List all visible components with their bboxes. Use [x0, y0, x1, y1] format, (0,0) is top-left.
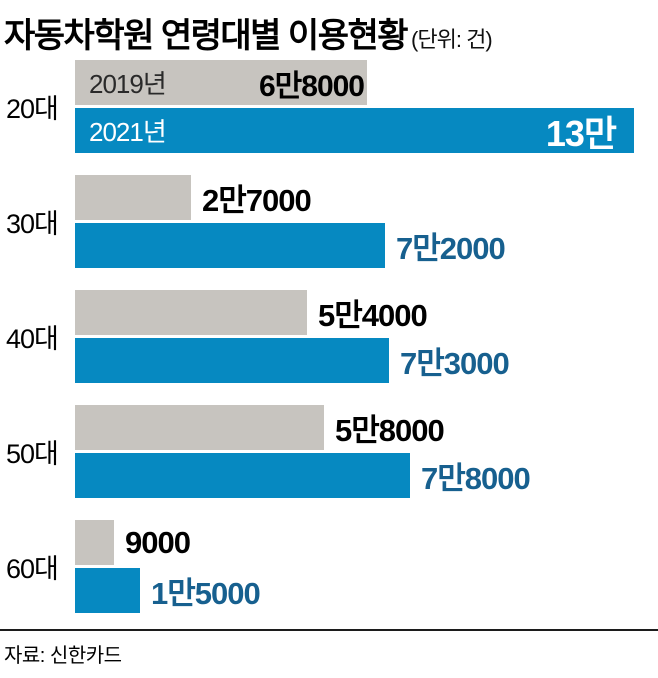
bar-2019: 2019년 6만8000 — [75, 60, 367, 105]
category-label: 60대 — [6, 554, 59, 584]
value-label: 2만7000 — [202, 183, 312, 218]
bars-column: 5만8000 7만8000 — [75, 405, 658, 498]
bars-column: 2019년 6만8000 2021년 13만 — [75, 60, 658, 154]
category-label: 50대 — [6, 439, 59, 469]
bar-2021 — [75, 338, 389, 383]
chart-header: 자동차학원 연령대별 이용현황 (단위: 건) — [0, 0, 658, 60]
chart-title: 자동차학원 연령대별 이용현황 — [4, 17, 409, 55]
bar-row: 2만7000 — [75, 175, 658, 220]
value-label: 13만 — [545, 112, 617, 154]
bar-group: 20대 2019년 6만8000 2021년 13만 — [0, 60, 658, 154]
series-label: 2021년 — [89, 117, 167, 147]
bar-row: 5만8000 — [75, 405, 658, 450]
bar-group: 60대 9000 1만5000 — [0, 520, 658, 613]
series-label: 2019년 — [89, 69, 167, 99]
bar-2019 — [75, 405, 324, 450]
bar-2019 — [75, 175, 191, 220]
bar-row: 9000 — [75, 520, 658, 565]
bar-2021 — [75, 223, 385, 268]
bar-row: 2019년 6만8000 — [75, 60, 658, 105]
value-label: 7만8000 — [421, 461, 531, 496]
value-label: 6만8000 — [258, 69, 365, 103]
bar-2021 — [75, 453, 410, 498]
bar-2021 — [75, 568, 140, 613]
bar-row: 7만2000 — [75, 223, 658, 268]
category-label: 40대 — [6, 324, 59, 354]
value-label: 5만8000 — [335, 413, 445, 448]
bar-group: 40대 5만4000 7만3000 — [0, 290, 658, 383]
value-label: 1만5000 — [151, 576, 261, 611]
bars-column: 9000 1만5000 — [75, 520, 658, 613]
value-label: 5만4000 — [318, 298, 428, 333]
bar-2019 — [75, 520, 114, 565]
bar-group: 30대 2만7000 7만2000 — [0, 175, 658, 268]
value-label: 7만3000 — [400, 346, 510, 381]
value-label: 9000 — [125, 524, 191, 560]
category-label: 20대 — [6, 94, 59, 124]
category-label: 30대 — [6, 209, 59, 239]
bar-row: 1만5000 — [75, 568, 658, 613]
source-credit: 자료: 신한카드 — [4, 645, 122, 667]
bar-2021: 2021년 13만 — [75, 108, 634, 154]
bars-column: 2만7000 7만2000 — [75, 175, 658, 268]
footer: 자료: 신한카드 — [0, 629, 658, 668]
bars-column: 5만4000 7만3000 — [75, 290, 658, 383]
value-label: 7만2000 — [396, 231, 506, 266]
bar-row: 2021년 13만 — [75, 108, 658, 154]
bar-group: 50대 5만8000 7만8000 — [0, 405, 658, 498]
bar-row: 7만8000 — [75, 453, 658, 498]
unit-note: (단위: 건) — [411, 27, 493, 52]
bar-row: 7만3000 — [75, 338, 658, 383]
bar-2019 — [75, 290, 307, 335]
chart: 20대 2019년 6만8000 2021년 13만 30대 2만7000 7만2000 40대… — [0, 60, 658, 613]
bar-row: 5만4000 — [75, 290, 658, 335]
